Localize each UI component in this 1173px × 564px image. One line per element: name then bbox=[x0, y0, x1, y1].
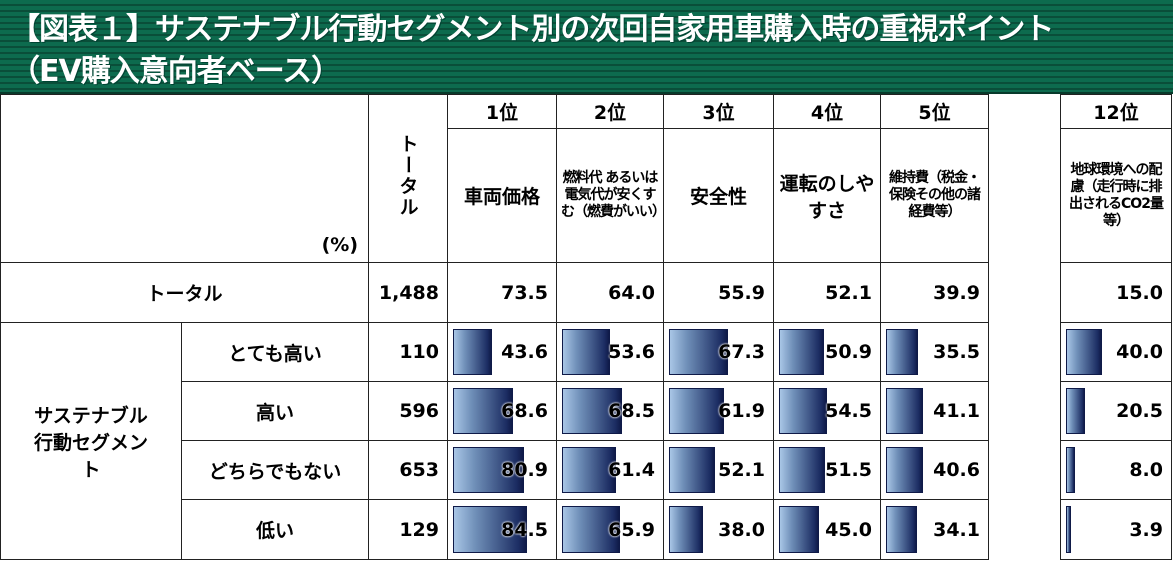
segment-value: 40.6 bbox=[933, 459, 980, 481]
value-bar bbox=[669, 388, 724, 434]
value-bar bbox=[779, 447, 825, 493]
segment-n: 596 bbox=[399, 400, 439, 422]
value-bar bbox=[886, 388, 923, 434]
value-bar bbox=[562, 388, 623, 434]
rank-label: 3位 bbox=[702, 102, 735, 124]
value-bar bbox=[886, 329, 919, 375]
value-bar bbox=[1066, 329, 1102, 375]
column-header: 車両価格 bbox=[463, 186, 540, 208]
rank-label: 12位 bbox=[1093, 102, 1139, 124]
segment-value: 67.3 bbox=[718, 341, 765, 363]
segment-value: 68.5 bbox=[608, 400, 655, 422]
value-bar bbox=[1066, 447, 1075, 493]
column-header: 運転のしやすさ bbox=[779, 172, 875, 222]
total-row-label: トータル bbox=[146, 283, 223, 305]
segment-n: 129 bbox=[399, 518, 439, 541]
segment-value: 68.6 bbox=[501, 400, 548, 422]
rank-label: 2位 bbox=[593, 102, 627, 124]
value-bar bbox=[453, 329, 493, 375]
total-header: トータル bbox=[396, 134, 419, 218]
rank-label: 4位 bbox=[810, 102, 844, 124]
segment-value: 84.5 bbox=[501, 518, 548, 541]
chart-subtitle: （EV購入意向者ベース） bbox=[10, 54, 341, 89]
value-bar bbox=[562, 506, 620, 553]
segment-value: 34.1 bbox=[933, 518, 980, 541]
column-header: 地球環境への配慮（走行時に排出されるCO2量等） bbox=[1069, 161, 1164, 229]
unit-label: (%) bbox=[321, 234, 358, 256]
segment-value: 61.4 bbox=[608, 459, 655, 481]
segment-value: 65.9 bbox=[608, 518, 655, 541]
total-value: 39.9 bbox=[933, 281, 980, 304]
segment-n: 653 bbox=[399, 459, 439, 481]
value-bar bbox=[886, 447, 923, 493]
value-bar bbox=[669, 329, 729, 375]
value-bar bbox=[669, 447, 716, 493]
column-header: 燃料代 あるいは電気代が安くすむ（燃費がいい） bbox=[561, 170, 666, 220]
total-n: 1,488 bbox=[378, 281, 439, 304]
segment-value: 51.5 bbox=[825, 459, 872, 481]
data-table: (%) トータル 1位 2位 3位 4位 5位 12位車両価格 燃料代 あるいは電気代が安くすむ… bbox=[0, 94, 1172, 560]
value-bar bbox=[779, 388, 828, 434]
segment-value: 45.0 bbox=[825, 518, 872, 541]
rank-label: 5位 bbox=[918, 102, 951, 124]
segment-n: 110 bbox=[399, 341, 439, 363]
segment-value: 54.5 bbox=[825, 400, 872, 422]
value-bar bbox=[562, 447, 617, 493]
segment-value: 43.6 bbox=[501, 341, 548, 363]
segment-value: 20.5 bbox=[1116, 400, 1163, 422]
value-bar bbox=[669, 506, 704, 553]
rank-label: 1位 bbox=[485, 102, 519, 124]
segment-value: 41.1 bbox=[933, 400, 980, 422]
segment-value: 40.0 bbox=[1116, 341, 1163, 363]
column-header: 安全性 bbox=[689, 186, 747, 208]
segment-value: 61.9 bbox=[718, 400, 765, 422]
chart-title: 【図表１】サステナブル行動セグメント別の次回自家用車購入時の重視ポイント bbox=[10, 12, 1054, 47]
value-bar bbox=[886, 506, 917, 553]
value-bar bbox=[453, 388, 514, 434]
segment-value: 80.9 bbox=[501, 459, 548, 481]
value-bar bbox=[779, 329, 825, 375]
group-label: サステナブル行動セグメント bbox=[33, 404, 148, 481]
segment-label: とても高い bbox=[228, 342, 322, 365]
value-bar bbox=[1066, 388, 1086, 434]
segment-label: 低い bbox=[255, 520, 294, 542]
total-value: 73.5 bbox=[501, 281, 548, 304]
total-value: 15.0 bbox=[1116, 281, 1163, 304]
segment-value: 52.1 bbox=[718, 459, 765, 481]
value-bar bbox=[1066, 506, 1072, 553]
segment-value: 3.9 bbox=[1129, 518, 1163, 541]
segment-value: 8.0 bbox=[1129, 459, 1163, 481]
value-bar bbox=[779, 506, 820, 553]
segment-label: 高い bbox=[255, 401, 294, 424]
total-value: 52.1 bbox=[825, 281, 872, 304]
value-bar bbox=[453, 447, 524, 493]
value-bar bbox=[453, 506, 527, 553]
segment-value: 53.6 bbox=[608, 341, 655, 363]
total-value: 64.0 bbox=[608, 281, 655, 304]
segment-value: 50.9 bbox=[825, 341, 872, 363]
value-bar bbox=[562, 329, 610, 375]
segment-value: 35.5 bbox=[933, 341, 980, 363]
column-header: 維持費（税金・保険その他の諸経費等） bbox=[889, 170, 981, 220]
segment-label: どちらでもない bbox=[208, 460, 342, 483]
total-value: 55.9 bbox=[718, 281, 765, 304]
segment-value: 38.0 bbox=[718, 518, 765, 541]
chart-title-banner: 【図表１】サステナブル行動セグメント別の次回自家用車購入時の重視ポイント （EV… bbox=[0, 0, 1173, 94]
